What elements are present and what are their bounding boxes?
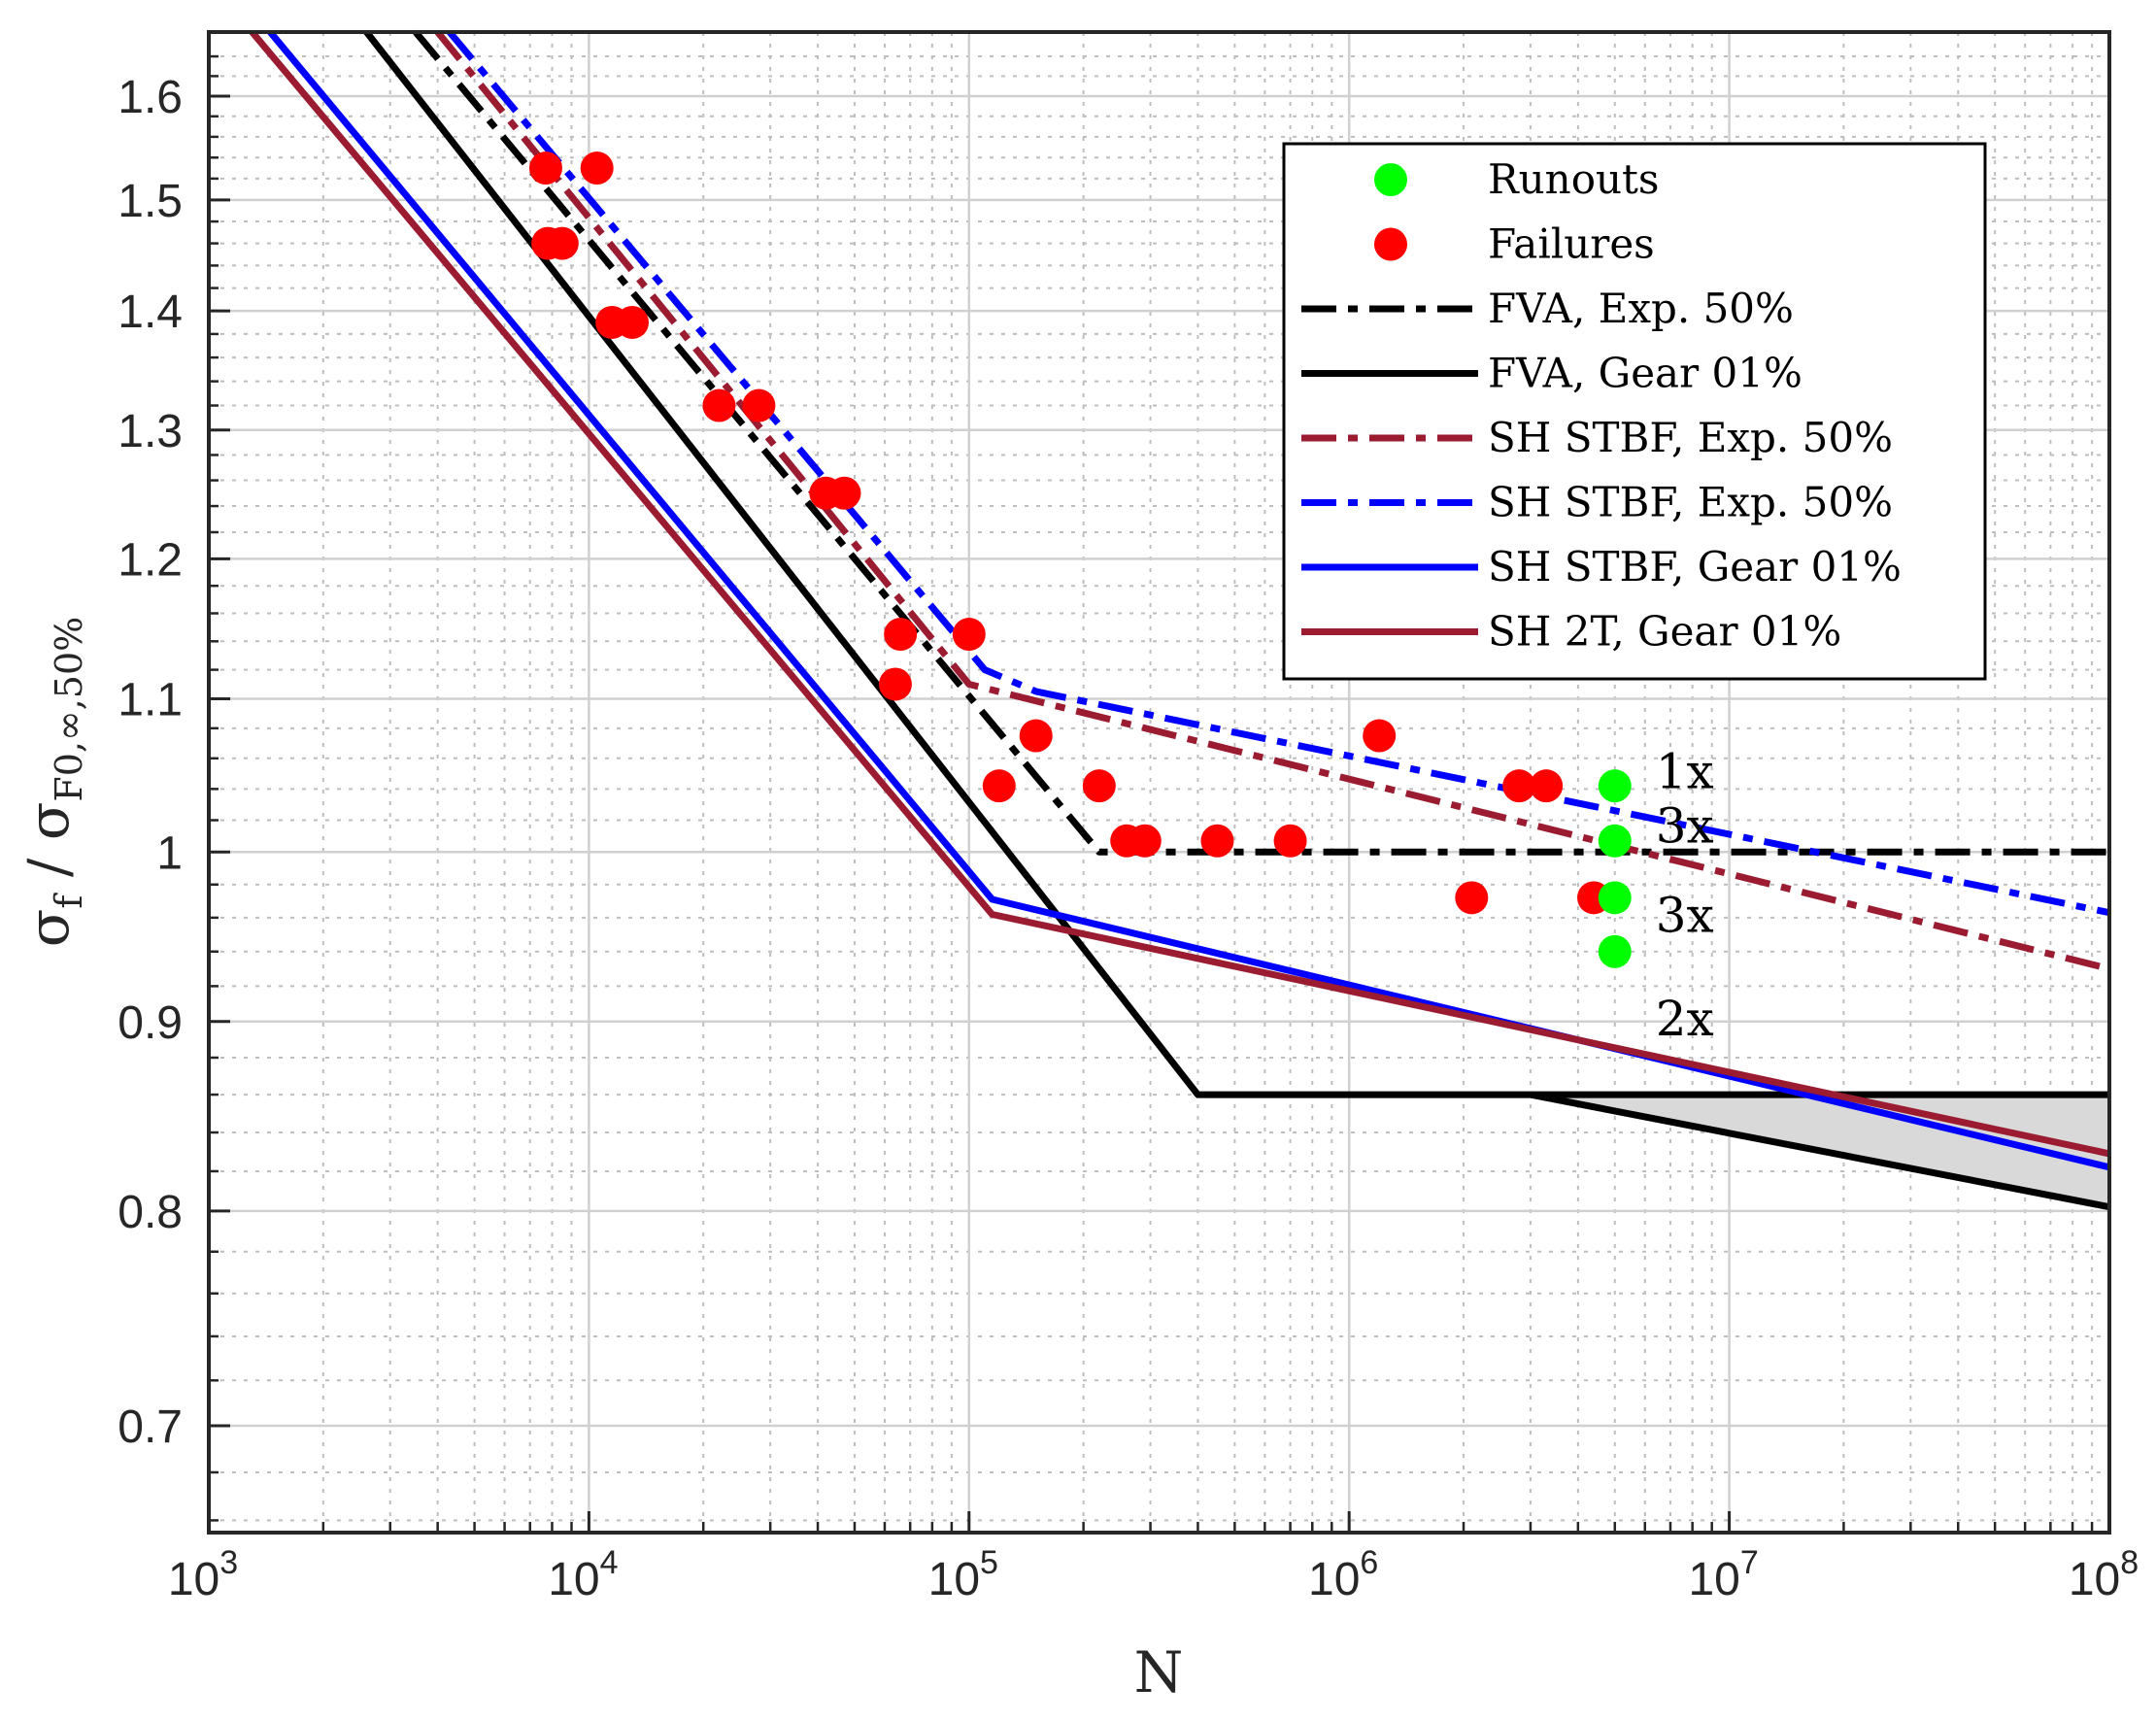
failure-point xyxy=(1128,824,1162,858)
legend: Runouts Failures FVA, Exp. 50% FVA, Gear 01… xyxy=(1282,142,1987,681)
failure-point xyxy=(827,476,861,510)
failure-point xyxy=(1082,769,1116,803)
annotation-label: 3x xyxy=(1656,887,1714,943)
points-layer xyxy=(528,152,1632,968)
grid-minor xyxy=(209,32,2109,1533)
legend-marker xyxy=(1374,227,1407,261)
failure-point xyxy=(615,305,649,339)
runout-point xyxy=(1598,881,1632,915)
series-line-4 xyxy=(267,29,2110,1171)
failure-point xyxy=(1019,719,1053,753)
y-title-sub-f: f xyxy=(48,893,90,909)
y-tick-label: 1 xyxy=(156,827,183,879)
y-title-sigma: σ xyxy=(16,909,82,948)
y-tick-labels: 0.7 0.8 0.9 1 1.1 1.2 1.3 1.4 1.5 1.6 xyxy=(118,72,183,1453)
y-title-slash: / σ xyxy=(16,802,82,895)
series-line-6 xyxy=(1530,1091,2110,1211)
runout-point xyxy=(1598,934,1632,968)
annotation-label: 2x xyxy=(1656,991,1714,1047)
axis-ticks xyxy=(207,54,2111,1533)
annotation-label: 3x xyxy=(1656,797,1714,854)
y-tick-label: 1.6 xyxy=(118,72,183,123)
series-line-0 xyxy=(413,29,2109,856)
y-tick-label: 0.9 xyxy=(118,997,183,1049)
failure-point xyxy=(1200,824,1234,858)
x-tick-label: 108 xyxy=(2069,1544,2139,1605)
y-tick-label: 0.7 xyxy=(118,1401,183,1453)
y-tick-label: 1.3 xyxy=(118,406,183,457)
y-tick-label: 1.5 xyxy=(118,176,183,227)
legend-label: FVA, Gear 01% xyxy=(1488,350,1802,397)
y-tick-label: 1.4 xyxy=(118,287,183,338)
legend-label: Failures xyxy=(1488,220,1655,268)
legend-label: SH 2T, Gear 01% xyxy=(1488,608,1841,656)
x-tick-label: 105 xyxy=(928,1544,998,1605)
legend-label: FVA, Exp. 50% xyxy=(1488,285,1794,332)
runout-point xyxy=(1598,824,1632,858)
failure-point xyxy=(1530,769,1564,803)
failure-point xyxy=(884,618,918,652)
failure-point xyxy=(878,667,912,701)
annotation-label: 1x xyxy=(1656,743,1714,799)
series-line-5 xyxy=(249,29,2110,1158)
legend-label: Runouts xyxy=(1488,155,1660,203)
failure-point xyxy=(982,769,1016,803)
failure-point xyxy=(1363,719,1397,753)
failure-point xyxy=(1273,824,1307,858)
y-tick-label: 1.2 xyxy=(118,534,183,586)
runout-point xyxy=(1598,769,1632,803)
y-title-sub-f0: F0,∞,50% xyxy=(48,617,90,802)
y-tick-label: 1.1 xyxy=(118,674,183,726)
x-tick-label: 107 xyxy=(1688,1544,1758,1605)
x-tick-label: 106 xyxy=(1308,1544,1378,1605)
y-tick-label: 0.8 xyxy=(118,1187,183,1238)
failure-point xyxy=(580,152,614,186)
legend-items: Runouts Failures FVA, Exp. 50% FVA, Gear 01… xyxy=(1301,155,1902,656)
legend-label: SH STBF, Exp. 50% xyxy=(1488,479,1893,526)
series-layer xyxy=(249,29,2110,1211)
failure-point xyxy=(545,226,579,260)
x-axis-title: N xyxy=(1134,1639,1184,1705)
series-line-2 xyxy=(434,29,2110,972)
legend-label: SH STBF, Gear 01% xyxy=(1488,543,1902,591)
y-axis-title: σf / σF0,∞,50% xyxy=(16,617,90,948)
plot-frame xyxy=(207,30,2111,1535)
failure-point xyxy=(1502,769,1536,803)
failure-point xyxy=(528,152,562,186)
x-tick-label: 104 xyxy=(548,1544,618,1605)
failure-point xyxy=(702,388,736,422)
x-tick-labels: 103 104 105 106 107 108 xyxy=(168,1544,2139,1605)
svg-text:σf / σF0,∞,50%: σf / σF0,∞,50% xyxy=(16,617,90,948)
series-line-3 xyxy=(447,29,2110,917)
legend-label: SH STBF, Exp. 50% xyxy=(1488,414,1893,461)
failure-point xyxy=(742,388,776,422)
failure-point xyxy=(952,618,986,652)
legend-marker xyxy=(1374,163,1407,196)
failure-point xyxy=(1455,881,1489,915)
x-tick-label: 103 xyxy=(168,1544,238,1605)
